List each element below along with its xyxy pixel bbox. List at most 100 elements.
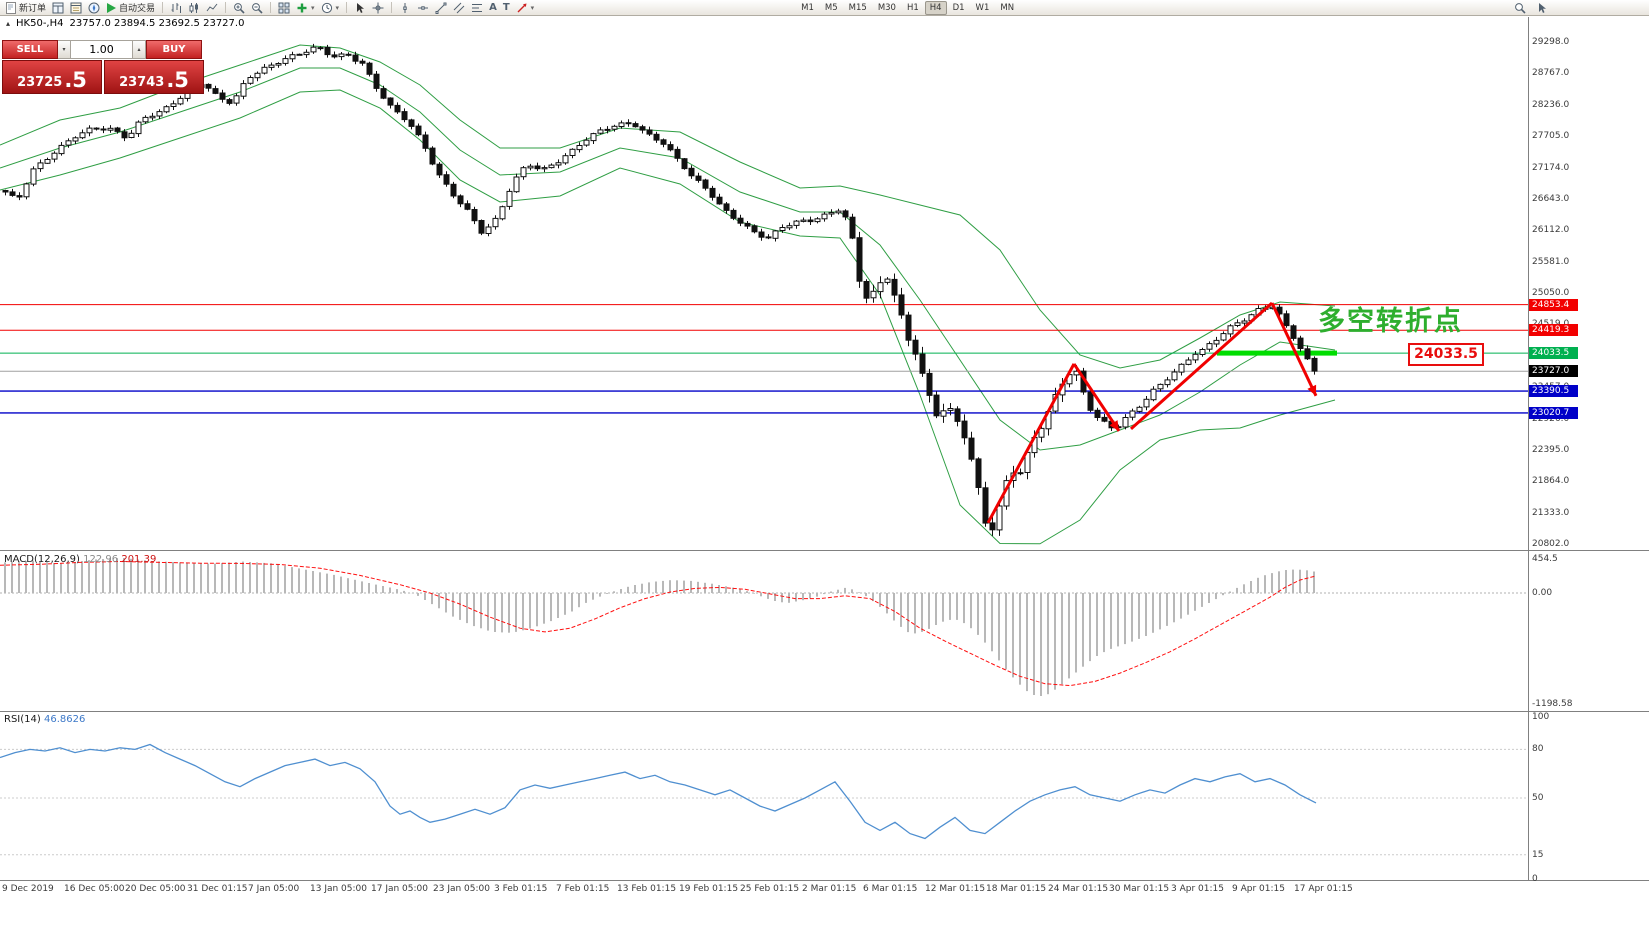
trendline-tool-button[interactable] — [433, 1, 449, 15]
tile-windows-button[interactable] — [276, 1, 292, 15]
trade-prices-row: 23725 .5 23743 .5 — [2, 60, 206, 94]
templates-button[interactable]: ▾ — [319, 1, 342, 15]
macd-value-1: 122.96 — [83, 554, 119, 565]
rsi-name: RSI(14) — [4, 714, 41, 725]
chart-header: ▴ HK50-,H4 23757.0 23894.5 23692.5 23727… — [6, 18, 244, 29]
zoom-out-button[interactable] — [249, 1, 265, 15]
macd-indicator-label: MACD(12,26,9) 122.96 201.39 — [4, 554, 156, 565]
toolbar-separator — [225, 2, 227, 13]
fibonacci-icon — [472, 3, 483, 12]
channel-tool-button[interactable] — [451, 1, 467, 15]
data-window-icon — [70, 2, 82, 13]
timeframe-M1[interactable]: M1 — [801, 2, 814, 13]
label-tool-button[interactable]: T — [501, 1, 512, 15]
collapse-icon[interactable]: ▴ — [6, 19, 11, 28]
candlestick-chart-button[interactable] — [186, 1, 202, 15]
sell-price-pip: .5 — [64, 68, 87, 93]
main-toolbar: 新订单 自动交易 — [0, 0, 1649, 16]
label-tool-icon: T — [502, 1, 510, 13]
macd-name: MACD(12,26,9) — [4, 554, 80, 565]
rsi-value: 46.8626 — [43, 714, 86, 725]
zoom-in-button[interactable] — [231, 1, 247, 15]
toolbar-right-icons — [1512, 1, 1550, 15]
data-window-button[interactable] — [68, 1, 84, 15]
new-order-icon — [6, 1, 16, 14]
timeframe-H1[interactable]: H1 — [906, 2, 919, 13]
autotrading-label: 自动交易 — [119, 4, 156, 14]
timeframe-H4[interactable]: H4 — [924, 0, 947, 15]
pointer-arrow-icon — [1539, 2, 1546, 13]
text-tool-icon: A — [489, 1, 497, 13]
tile-windows-icon — [278, 2, 290, 13]
channel-icon — [453, 2, 465, 13]
one-click-trading-panel: SELL ▾ ▴ BUY 23725 .5 23743 .5 — [2, 40, 206, 94]
search-icon — [1515, 2, 1526, 14]
new-order-label: 新订单 — [19, 4, 47, 14]
sell-button[interactable]: SELL — [2, 40, 58, 59]
autotrade-play-icon — [107, 2, 117, 13]
timeframe-M30[interactable]: M30 — [877, 2, 896, 13]
toolbar-separator — [270, 2, 272, 13]
navigator-button[interactable] — [86, 1, 102, 15]
vertical-line-icon — [403, 2, 407, 13]
bar-chart-button[interactable] — [168, 1, 184, 15]
crosshair-tool-button[interactable] — [370, 1, 386, 15]
rsi-indicator-label: RSI(14) 46.8626 — [4, 714, 85, 725]
text-tool-button[interactable]: A — [487, 1, 499, 15]
indicators-button[interactable]: ▾ — [294, 1, 317, 15]
templates-icon — [321, 2, 332, 13]
toolbar-separator — [346, 2, 348, 13]
zoom-out-icon — [252, 2, 263, 14]
zoom-in-icon — [234, 2, 245, 14]
timeframe-D1[interactable]: D1 — [952, 2, 965, 13]
search-button[interactable] — [1512, 1, 1528, 15]
timeframe-toolbar: M1 M5 M15 M30 H1 H4 D1 W1 MN — [796, 0, 1019, 15]
indicators-caret-icon: ▾ — [311, 3, 315, 12]
cursor-icon — [357, 2, 365, 13]
trade-buttons-row: SELL ▾ ▴ BUY — [2, 40, 206, 59]
buy-price-pip: .5 — [166, 68, 189, 93]
pointer-mode-button[interactable] — [1534, 1, 1550, 15]
chart-symbol-period: HK50-,H4 — [16, 18, 64, 29]
macd-value-2: 201.39 — [121, 554, 157, 565]
trendline-icon — [435, 2, 447, 14]
indicators-plus-icon — [297, 3, 307, 12]
market-watch-icon — [52, 2, 64, 13]
timeframe-M15[interactable]: M15 — [848, 2, 867, 13]
horizontal-line-icon — [418, 5, 429, 10]
timeframe-MN[interactable]: MN — [1000, 2, 1015, 13]
templates-caret-icon: ▾ — [335, 3, 340, 12]
chart-annotation-text: 多空转折点 — [1318, 306, 1463, 337]
arrows-tool-icon — [517, 3, 527, 12]
market-watch-button[interactable] — [50, 1, 66, 15]
volume-down-button[interactable]: ▾ — [58, 40, 71, 59]
buy-price-main: 23743 — [119, 75, 165, 90]
timeframe-M5[interactable]: M5 — [824, 2, 838, 13]
horizontal-line-tool-button[interactable] — [415, 1, 431, 15]
volume-input[interactable] — [71, 40, 133, 59]
sell-price-main: 23725 — [17, 75, 63, 90]
cursor-tool-button[interactable] — [352, 1, 368, 15]
vertical-line-tool-button[interactable] — [397, 1, 413, 15]
autotrading-button[interactable]: 自动交易 — [104, 1, 157, 15]
arrows-caret-icon: ▾ — [530, 3, 535, 12]
bar-chart-icon — [171, 2, 182, 13]
toolbar-separator — [162, 2, 164, 13]
arrows-tool-button[interactable]: ▾ — [514, 1, 537, 15]
line-chart-icon — [206, 3, 218, 11]
new-order-button[interactable]: 新订单 — [3, 1, 48, 15]
candlestick-chart-icon — [189, 2, 199, 13]
price-tag-label: 24033.5 — [1408, 343, 1484, 366]
buy-button[interactable]: BUY — [146, 40, 202, 59]
volume-up-button[interactable]: ▴ — [133, 40, 146, 59]
line-chart-button[interactable] — [204, 1, 220, 15]
fibonacci-tool-button[interactable] — [469, 1, 485, 15]
timeframe-W1[interactable]: W1 — [975, 2, 990, 13]
buy-price-box[interactable]: 23743 .5 — [104, 60, 204, 94]
chart-ohlc-values: 23757.0 23894.5 23692.5 23727.0 — [69, 18, 245, 29]
toolbar-separator — [391, 2, 393, 13]
crosshair-icon — [372, 2, 384, 13]
sell-price-box[interactable]: 23725 .5 — [2, 60, 102, 94]
